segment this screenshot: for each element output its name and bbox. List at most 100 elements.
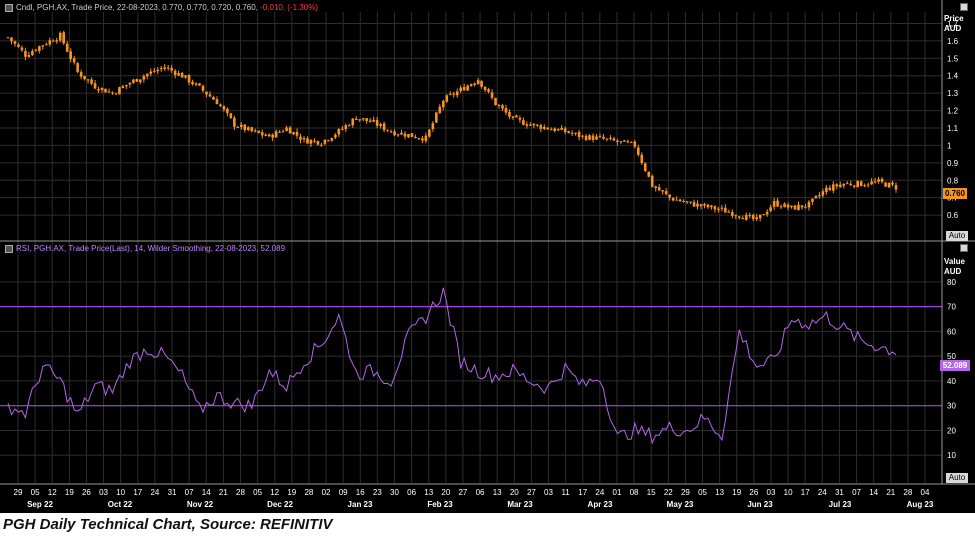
candle-body (783, 203, 786, 208)
x-tick-label: 11 (561, 488, 570, 497)
x-tick-label: 19 (65, 488, 74, 497)
candle-body (570, 133, 574, 135)
candle-body (699, 204, 703, 207)
candle-body (93, 83, 97, 89)
candle-body (69, 51, 72, 60)
candle-body (515, 115, 518, 118)
x-tick-label: 14 (202, 488, 211, 497)
x-tick-label: 08 (630, 488, 639, 497)
maximize-icon[interactable] (960, 244, 968, 252)
candle-body (748, 215, 752, 217)
rsi-y-tick-label: 10 (947, 451, 956, 460)
candle-body (452, 93, 456, 95)
candle-body (267, 134, 271, 137)
price-y-tick-label: 0.9 (947, 159, 959, 168)
panel-settings-icon[interactable] (5, 3, 13, 12)
x-month-label: Oct 22 (108, 500, 133, 509)
maximize-icon[interactable] (960, 3, 968, 11)
candle-body (173, 70, 177, 75)
candle-body (459, 87, 463, 91)
candle-body (744, 214, 748, 220)
chart-canvas: 29 05 12 19 26 03 10 17 24 31 07 14 21 28 05 12 19 28 02 09… (0, 0, 975, 509)
candle-body (870, 181, 873, 185)
candle-body (518, 117, 522, 120)
candle-body (34, 50, 38, 52)
x-tick-label: 31 (835, 488, 844, 497)
candle-body (818, 195, 821, 197)
x-tick-label: 03 (767, 488, 776, 497)
candle-body (48, 40, 52, 45)
candle-body (226, 108, 229, 114)
candle-body (703, 204, 706, 206)
candle-body (887, 182, 891, 188)
candle-body (302, 138, 306, 140)
candle-body (657, 187, 661, 191)
x-tick-label: 12 (48, 488, 57, 497)
x-tick-label: 05 (698, 488, 707, 497)
candle-body (811, 198, 814, 202)
x-tick-label: 03 (99, 488, 108, 497)
price-y-tick-label: 1.4 (947, 72, 959, 81)
candle-body (313, 140, 316, 142)
candle-body (159, 68, 163, 70)
candle-body (222, 106, 226, 110)
x-tick-label: 26 (749, 488, 758, 497)
x-tick-label: 09 (339, 488, 348, 497)
candle-body (90, 79, 93, 84)
rsi-y-tick-label: 20 (947, 426, 956, 435)
candle-body (243, 124, 247, 131)
candle-body (476, 80, 480, 85)
price-y-tick-label: 1.7 (947, 19, 959, 28)
candle-body (114, 93, 118, 95)
candle-body (664, 191, 668, 195)
candle-body (13, 41, 17, 44)
candle-body (208, 94, 212, 97)
price-auto-scale-button[interactable]: Auto (946, 231, 968, 241)
x-tick-label: 31 (168, 488, 177, 497)
candle-body (38, 46, 41, 51)
candle-body (650, 175, 654, 187)
candle-body (542, 126, 546, 129)
x-tick-label: 17 (133, 488, 142, 497)
candle-body (323, 139, 327, 144)
axis-layer: 29 05 12 19 26 03 10 17 24 31 07 14 21 28 05 12 19 28 02 09… (14, 19, 959, 509)
last-price-marker (943, 188, 967, 199)
candle-body (271, 134, 274, 138)
last-rsi-marker (940, 360, 970, 371)
candle-body (793, 205, 797, 210)
panel-settings-icon[interactable] (5, 244, 13, 253)
candle-body (264, 134, 267, 136)
rsi-y-tick-label: 60 (947, 327, 956, 336)
candle-body (685, 201, 689, 203)
candle-body (107, 91, 111, 93)
x-month-label: Jul 23 (829, 500, 852, 509)
x-month-label: Feb 23 (427, 500, 453, 509)
candle-body (490, 92, 494, 98)
candle-body (849, 183, 853, 186)
candle-body (421, 138, 424, 141)
rsi-auto-scale-button[interactable]: Auto (946, 473, 968, 483)
last-price-label: 0.760 (944, 189, 966, 198)
candle-body (577, 132, 581, 138)
candle-body (128, 82, 132, 85)
candle-body (776, 200, 779, 207)
candle-body (668, 194, 671, 198)
candle-layer (6, 30, 898, 222)
candle-body (873, 181, 877, 183)
candle-body (125, 84, 128, 87)
candle-body (462, 87, 466, 91)
candle-body (191, 81, 194, 85)
x-tick-label: 15 (647, 488, 656, 497)
candle-body (170, 67, 173, 71)
candle-body (236, 126, 240, 128)
candle-body (866, 184, 870, 186)
x-tick-label: 28 (304, 488, 313, 497)
candle-body (612, 138, 616, 141)
x-month-label: Mar 23 (507, 500, 533, 509)
candle-body (250, 127, 254, 132)
candle-body (536, 124, 539, 126)
x-tick-label: 20 (510, 488, 519, 497)
candle-body (741, 217, 745, 220)
rsi-line-layer (7, 287, 897, 445)
candle-body (765, 211, 769, 215)
